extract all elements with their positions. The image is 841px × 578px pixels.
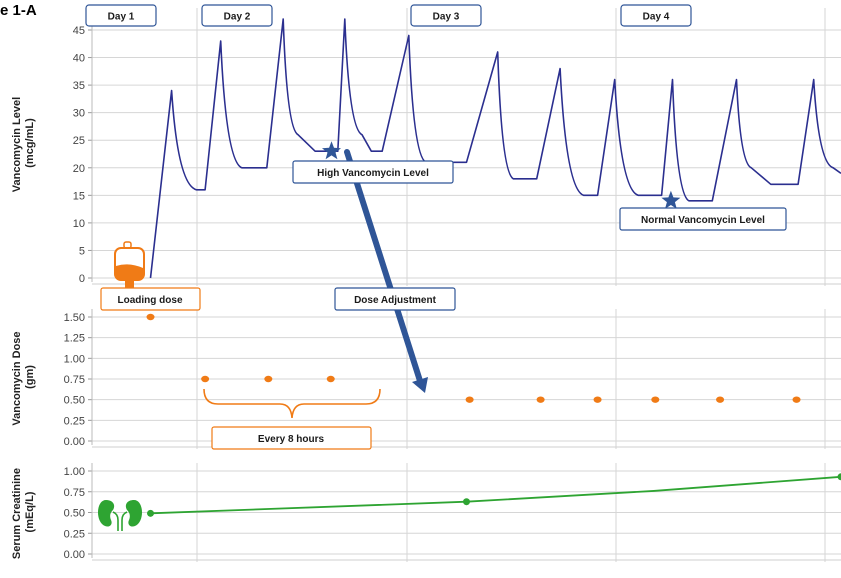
dose-point [716, 396, 724, 402]
annotation-text: Loading dose [118, 295, 183, 306]
day-label-text: Day 1 [108, 12, 135, 23]
tick-label: 0 [79, 273, 85, 285]
dose-point [147, 314, 155, 320]
ylabel-line1: Vancomycin Dose [11, 331, 23, 425]
creatinine-series-line [151, 477, 841, 514]
tick-label: 1.00 [64, 353, 85, 365]
tick-label: 25 [73, 135, 85, 147]
tick-label: 1.00 [64, 466, 85, 478]
iv-bag-icon [115, 242, 144, 288]
dose-point [594, 396, 602, 402]
creatinine-layer [147, 473, 841, 517]
ylabel-line1: Vancomycin Level [11, 97, 23, 192]
dose-point [327, 376, 335, 382]
kidneys-icon [98, 500, 142, 531]
tick-label: 30 [73, 108, 85, 120]
ylabel-line1: Serum Creatinine [11, 468, 23, 559]
star-icon [661, 191, 680, 209]
dose-point [793, 396, 801, 402]
tick-label: 5 [79, 245, 85, 257]
annotation-every-8-hours: Every 8 hours [212, 427, 371, 449]
dose-point [537, 396, 545, 402]
annotation-text: Every 8 hours [258, 434, 325, 445]
creatinine-point [463, 498, 470, 505]
ylabel-line2: (mcg/mL) [24, 118, 36, 168]
axes-layer: 0 5 10 15 20 25 30 35 40 45 0.00 0.25 0.50 0.75 1.00 1.… [64, 8, 841, 561]
tick-label: 0.75 [64, 487, 85, 499]
tick-label: 1.50 [64, 312, 85, 324]
annotation-normal-level: Normal Vancomycin Level [620, 208, 786, 230]
creatinine-point [838, 473, 841, 480]
tick-label: 45 [73, 25, 85, 37]
annotation-text: High Vancomycin Level [317, 168, 429, 179]
tick-label: 20 [73, 163, 85, 175]
arrow-icon [347, 152, 428, 393]
annotation-text: Dose Adjustment [354, 295, 437, 306]
tick-label: 1.25 [64, 333, 85, 345]
day-label-3: Day 3 [411, 5, 481, 26]
day-label-text: Day 2 [224, 12, 251, 23]
y-axis-label-vanco-level: Vancomycin Level (mcg/mL) [11, 94, 36, 192]
ylabel-line2: (gm) [24, 365, 36, 389]
day-label-2: Day 2 [202, 5, 272, 26]
tick-label: 10 [73, 218, 85, 230]
annotation-loading-dose: Loading dose [101, 288, 200, 310]
tick-label: 0.50 [64, 508, 85, 520]
tick-label: 0.25 [64, 528, 85, 540]
annotation-high-level: High Vancomycin Level [293, 161, 453, 183]
figure-title: e 1-A [0, 2, 37, 19]
grid-layer [92, 8, 841, 562]
day-label-text: Day 3 [433, 12, 460, 23]
annotation-text: Normal Vancomycin Level [641, 215, 765, 226]
dose-point [201, 376, 209, 382]
tick-label: 15 [73, 190, 85, 202]
tick-label: 0.25 [64, 415, 85, 427]
dose-point [466, 396, 474, 402]
day-label-1: Day 1 [86, 5, 156, 26]
tick-label: 40 [73, 53, 85, 65]
day-label-text: Day 4 [643, 12, 670, 23]
y-axis-label-creatinine: Serum Creatinine (mEq/L) [11, 465, 36, 559]
ylabel-line2: (mEq/L) [24, 491, 36, 532]
annotation-dose-adjustment: Dose Adjustment [335, 288, 455, 310]
creatinine-point [147, 510, 154, 517]
y-axis-label-vanco-dose: Vancomycin Dose (gm) [11, 328, 36, 425]
tick-label: 35 [73, 80, 85, 92]
tick-label: 0.00 [64, 549, 85, 561]
brace-icon [204, 389, 380, 418]
dose-point [264, 376, 272, 382]
tick-label: 0.00 [64, 436, 85, 448]
dose-point [651, 396, 659, 402]
day-label-4: Day 4 [621, 5, 691, 26]
tick-label: 0.75 [64, 374, 85, 386]
tick-label: 0.50 [64, 395, 85, 407]
